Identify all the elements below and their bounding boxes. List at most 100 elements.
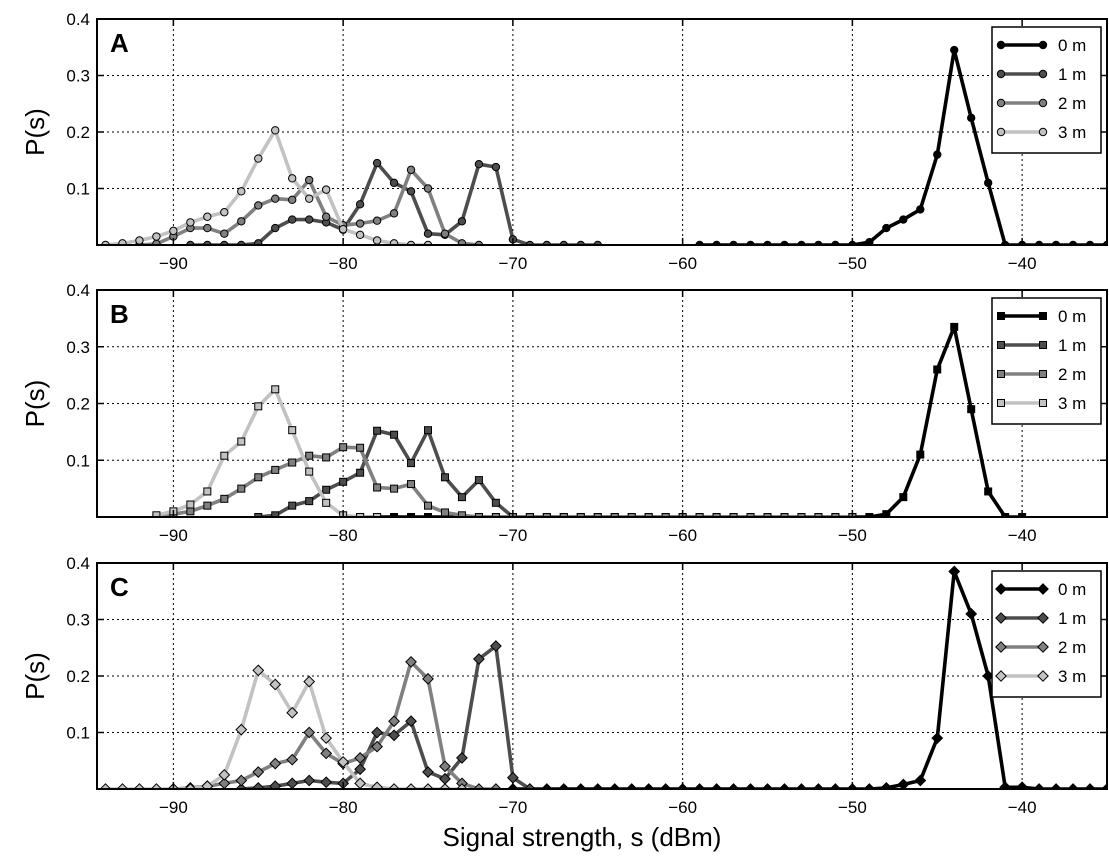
data-point (882, 223, 891, 233)
y-tick-label: 0.1 (66, 451, 90, 470)
legend-marker (997, 341, 1005, 349)
y-tick-label: 0.1 (66, 180, 90, 199)
series-line (103, 668, 464, 789)
data-point (424, 426, 433, 435)
x-tick-label: −60 (668, 254, 697, 273)
data-point (984, 487, 993, 496)
data-point (220, 494, 229, 503)
data-point (780, 513, 789, 517)
legend-marker (1039, 370, 1047, 378)
data-point (184, 783, 197, 789)
data-point (186, 507, 195, 516)
data-point (457, 217, 467, 226)
legend-marker (996, 69, 1006, 79)
data-point (523, 783, 536, 789)
data-point (916, 205, 925, 214)
data-point (252, 766, 265, 778)
series-group (101, 45, 1107, 245)
data-point (407, 513, 416, 517)
data-point (457, 493, 466, 502)
legend-entry: 2 m (997, 365, 1086, 384)
data-point (390, 513, 399, 517)
data-point (1050, 783, 1062, 789)
series-line (256, 428, 515, 517)
panel-label: A (110, 28, 129, 58)
y-tick-label: 0.3 (66, 611, 90, 630)
data-point (186, 218, 195, 227)
data-point (456, 783, 468, 789)
data-point (322, 485, 331, 494)
data-point (254, 473, 263, 482)
data-point (237, 437, 246, 446)
data-point (490, 783, 502, 789)
data-point (778, 783, 791, 789)
data-point (390, 484, 399, 493)
data-point (305, 467, 314, 476)
legend-marker (1037, 583, 1049, 595)
panel-c: −90 −80 −70 −60 −50 −40 0.1 0.2 0.3 0.4 C P(s) 0 m 1 … (20, 554, 1108, 817)
legend-marker (1038, 127, 1048, 137)
legend-marker (1038, 69, 1048, 79)
legend-entry: 3 m (995, 667, 1086, 686)
data-point (439, 760, 451, 773)
data-point (320, 732, 333, 745)
series-line (154, 445, 855, 517)
x-tick-label: −40 (1008, 526, 1037, 545)
panel-label: B (110, 299, 129, 329)
y-tick-label: 0.2 (66, 123, 90, 142)
data-point (373, 483, 382, 492)
data-point (473, 653, 485, 665)
series-line (171, 660, 498, 789)
data-point (967, 113, 976, 123)
data-point (371, 740, 383, 753)
x-tick-label: −80 (329, 526, 358, 545)
data-point (254, 201, 263, 210)
data-point (540, 783, 553, 789)
data-point (763, 513, 772, 517)
y-tick-label: 0.1 (66, 724, 90, 743)
legend-label: 1 m (1058, 609, 1086, 628)
data-point (474, 160, 484, 169)
data-point (440, 473, 449, 482)
data-point (474, 513, 483, 517)
data-point (252, 664, 265, 677)
data-point (372, 158, 382, 168)
data-point (405, 783, 417, 789)
data-point (150, 783, 163, 789)
data-point (288, 501, 297, 510)
legend-label: 0 m (1058, 307, 1086, 326)
data-point (388, 783, 400, 789)
data-point (304, 175, 314, 185)
data-point (203, 501, 212, 510)
data-point (339, 477, 348, 486)
data-point (440, 229, 450, 238)
data-point (254, 239, 263, 245)
data-point (457, 511, 466, 517)
data-point (288, 195, 297, 205)
data-point (712, 513, 721, 517)
data-point (424, 501, 433, 510)
data-point (405, 655, 417, 668)
data-point (389, 178, 399, 188)
data-point (1067, 783, 1079, 789)
data-point (288, 174, 297, 183)
series-3 (135, 165, 484, 245)
data-point (439, 783, 451, 789)
data-point (303, 675, 316, 688)
data-point (288, 458, 297, 467)
data-point (235, 723, 248, 736)
data-point (371, 726, 383, 739)
data-point (812, 783, 825, 789)
data-point (490, 640, 502, 652)
x-tick-label: −60 (668, 798, 697, 817)
data-point (235, 774, 248, 787)
data-point (220, 451, 229, 460)
data-point (440, 508, 449, 517)
legend-marker (996, 127, 1006, 137)
data-point (354, 752, 367, 764)
legend-entry: 1 m (997, 336, 1086, 355)
data-point (133, 783, 146, 789)
data-point (491, 513, 500, 517)
data-point (322, 498, 331, 507)
data-point (899, 215, 908, 224)
